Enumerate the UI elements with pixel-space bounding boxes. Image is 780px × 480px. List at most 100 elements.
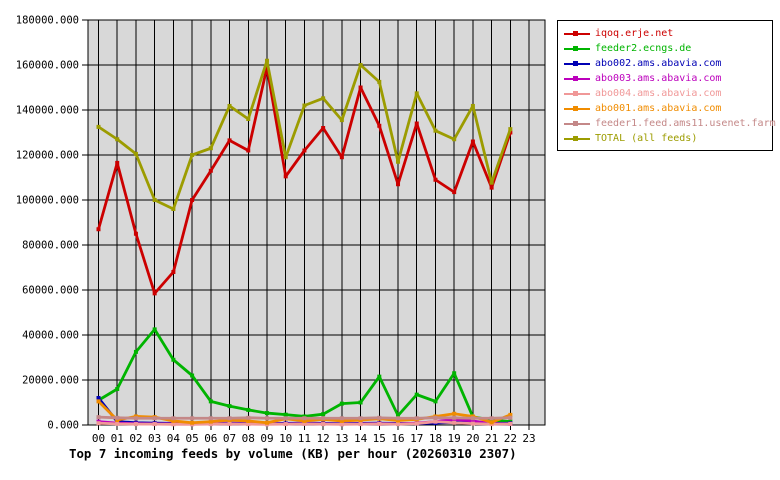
x-tick-label: 08 (242, 432, 255, 445)
data-point-marker (115, 418, 120, 423)
series-iqoq-erje-net (96, 65, 513, 296)
data-point-marker (227, 404, 232, 409)
data-point-marker (171, 270, 176, 274)
data-point-marker (96, 396, 101, 400)
data-point-marker (396, 413, 401, 418)
legend-label: abo004.ams.abavia.com (595, 88, 722, 99)
data-point-marker (452, 411, 457, 416)
data-point-marker (470, 418, 475, 423)
data-point-marker (452, 371, 457, 376)
data-point-marker (489, 180, 494, 185)
legend-point-marker-icon (573, 120, 578, 126)
data-point-marker (339, 416, 344, 421)
data-point-marker (264, 58, 269, 63)
legend-line-sample (564, 60, 590, 66)
data-point-marker (208, 422, 213, 427)
data-point-marker (171, 357, 176, 362)
x-tick-label: 14 (354, 432, 368, 445)
data-point-marker (452, 190, 457, 195)
data-point-marker (227, 138, 232, 143)
legend-item: TOTAL (all feeds) (564, 131, 767, 146)
legend-label: abo001.ams.abavia.com (595, 103, 722, 114)
legend-item: abo004.ams.abavia.com (564, 86, 767, 101)
legend-item: abo001.ams.abavia.com (564, 101, 767, 116)
data-point-marker (246, 117, 251, 121)
data-point-marker (302, 416, 307, 421)
data-point-marker (208, 146, 213, 151)
legend-item: abo002.ams.abavia.com (564, 56, 767, 71)
x-tick-label: 05 (185, 432, 198, 445)
legend-line-sample (564, 30, 590, 36)
legend-label: TOTAL (all feeds) (595, 133, 698, 144)
data-point-marker (433, 415, 438, 420)
y-tick-label: 40000.000 (22, 330, 79, 342)
data-point-marker (377, 415, 382, 420)
data-point-marker (470, 416, 475, 421)
x-tick-label: 11 (298, 432, 311, 445)
x-tick-label: 23 (522, 432, 535, 445)
x-tick-label: 19 (448, 432, 461, 445)
data-point-marker (96, 421, 101, 426)
data-point-marker (433, 419, 438, 424)
data-point-marker (339, 118, 344, 123)
legend-point-marker-icon (573, 60, 578, 66)
data-point-marker (377, 374, 382, 379)
data-point-marker (396, 182, 401, 187)
data-point-marker (339, 418, 344, 423)
legend-line-sample (564, 135, 590, 141)
data-point-marker (302, 148, 307, 153)
data-point-marker (489, 420, 494, 425)
data-point-marker (470, 103, 475, 108)
data-point-marker (246, 422, 251, 427)
data-point-marker (414, 421, 419, 426)
legend-item: iqoq.erje.net (564, 26, 767, 41)
data-point-marker (433, 128, 438, 133)
data-point-marker (190, 373, 195, 378)
data-point-marker (246, 407, 251, 412)
data-point-marker (152, 198, 157, 202)
x-tick-label: 16 (391, 432, 404, 445)
data-point-marker (246, 418, 251, 423)
data-point-marker (227, 103, 232, 108)
x-tick-label: 09 (260, 432, 273, 445)
y-tick-label: 180000.000 (16, 15, 79, 27)
legend-label: feeder2.ecngs.de (595, 43, 692, 54)
legend-label: abo003.ams.abavia.com (595, 73, 722, 84)
x-tick-label: 12 (317, 432, 330, 445)
x-tick-label: 22 (504, 432, 517, 445)
legend-line-sample (564, 45, 590, 51)
y-tick-label: 140000.000 (16, 105, 79, 117)
data-point-marker (452, 137, 457, 142)
data-point-marker (133, 349, 138, 354)
data-point-marker (508, 127, 513, 132)
y-tick-label: 60000.000 (22, 285, 79, 297)
x-tick-label: 18 (429, 432, 442, 445)
data-point-marker (377, 123, 382, 128)
x-tick-label: 04 (167, 432, 181, 445)
data-point-marker (358, 416, 363, 421)
data-point-marker (396, 416, 401, 421)
y-tick-label: 120000.000 (16, 150, 79, 162)
legend-point-marker-icon (573, 135, 578, 141)
data-point-marker (133, 422, 138, 427)
y-tick-label: 20000.000 (22, 375, 79, 387)
data-point-marker (508, 421, 513, 426)
data-point-marker (377, 421, 382, 426)
x-tick-label: 07 (223, 432, 236, 445)
legend-label: iqoq.erje.net (595, 28, 674, 39)
x-tick-label: 20 (466, 432, 479, 445)
legend-item: abo003.ams.abavia.com (564, 71, 767, 86)
x-axis: 00 01 02 03 04 05 06 07 08 09 10 11 12 13 14 15 16 17 18 19… (92, 425, 536, 445)
data-point-marker (115, 415, 120, 420)
data-point-marker (96, 124, 101, 129)
data-point-marker (358, 85, 363, 90)
legend-point-marker-icon (573, 75, 578, 81)
data-point-marker (246, 415, 251, 420)
data-point-marker (283, 422, 288, 427)
x-tick-label: 00 (92, 432, 105, 445)
data-point-marker (208, 399, 213, 404)
x-tick-label: 02 (129, 432, 142, 445)
data-point-marker (452, 415, 457, 420)
x-tick-label: 15 (373, 432, 386, 445)
x-tick-label: 01 (111, 432, 124, 445)
